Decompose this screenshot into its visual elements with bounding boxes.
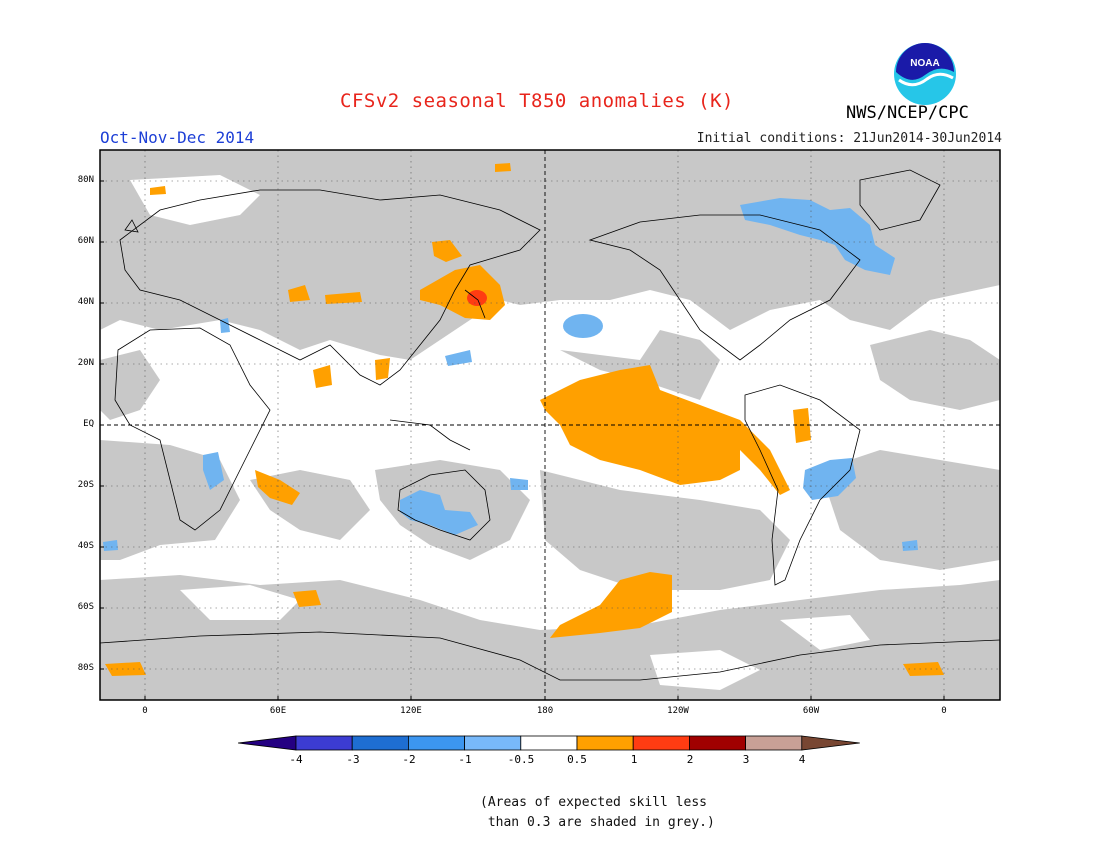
lon-label-120e: 120E bbox=[400, 706, 422, 716]
cool-anomaly-regions bbox=[103, 198, 918, 551]
colorbar-label-m1: -1 bbox=[458, 753, 472, 766]
footnote-line-2: than 0.3 are shaded in grey.) bbox=[480, 815, 715, 830]
coastlines bbox=[100, 169, 1000, 681]
colorbar-label-p3: 3 bbox=[742, 753, 750, 766]
colorbar bbox=[238, 735, 860, 751]
lat-label-40n: 40N bbox=[77, 297, 94, 307]
colorbar-cell bbox=[520, 735, 578, 751]
noaa-logo: NOAA bbox=[894, 43, 956, 105]
colorbar-cell bbox=[688, 735, 746, 751]
colorbar-cell bbox=[745, 735, 803, 751]
colorbar-cell bbox=[464, 735, 522, 751]
colorbar-arrow-high bbox=[801, 735, 860, 751]
colorbar-label-p05: 0.5 bbox=[567, 753, 587, 766]
lat-label-60s: 60S bbox=[77, 602, 94, 612]
lon-label-0: 0 bbox=[142, 706, 148, 716]
lon-label-120w: 120W bbox=[667, 706, 689, 716]
map-title: CFSv2 seasonal T850 anomalies (K) bbox=[340, 90, 734, 112]
lat-label-80s: 80S bbox=[77, 663, 94, 673]
colorbar-cell bbox=[295, 735, 353, 751]
colorbar-label-m4: -4 bbox=[289, 753, 303, 766]
lat-label-20s: 20S bbox=[77, 480, 94, 490]
colorbar-label-m2: -2 bbox=[402, 753, 416, 766]
lat-label-60n: 60N bbox=[77, 236, 94, 246]
colorbar-cell bbox=[351, 735, 409, 751]
colorbar-cell bbox=[576, 735, 634, 751]
colorbar-label-m05: -0.5 bbox=[507, 753, 535, 766]
strong-warm-anomaly bbox=[467, 290, 487, 306]
organization-label: NWS/NCEP/CPC bbox=[846, 103, 969, 123]
colorbar-label-p2: 2 bbox=[686, 753, 694, 766]
colorbar-cell bbox=[632, 735, 690, 751]
equator-dateline bbox=[100, 150, 1000, 700]
colorbar-arrow-low bbox=[238, 735, 297, 751]
logo-text: NOAA bbox=[910, 58, 939, 69]
lat-label-40s: 40S bbox=[77, 541, 94, 551]
lon-label-0-east: 0 bbox=[941, 706, 947, 716]
colorbar-label-m3: -3 bbox=[346, 753, 360, 766]
lat-label-80n: 80N bbox=[77, 175, 94, 185]
colorbar-label-p1: 1 bbox=[630, 753, 638, 766]
colorbar-cell bbox=[407, 735, 465, 751]
season-label: Oct-Nov-Dec 2014 bbox=[100, 128, 255, 147]
colorbar-label-p4: 4 bbox=[798, 753, 806, 766]
lat-label-eq: EQ bbox=[83, 419, 94, 429]
warm-anomaly-regions bbox=[105, 163, 944, 676]
lon-label-180: 180 bbox=[536, 706, 554, 716]
footnote-line-1: (Areas of expected skill less bbox=[480, 795, 707, 810]
initial-conditions-label: Initial conditions: 21Jun2014-30Jun2014 bbox=[696, 131, 1002, 146]
lat-label-20n: 20N bbox=[77, 358, 94, 368]
lon-label-60w: 60W bbox=[802, 706, 820, 716]
skill-footnote: (Areas of expected skill less than 0.3 a… bbox=[480, 793, 715, 833]
lon-label-60e: 60E bbox=[269, 706, 287, 716]
